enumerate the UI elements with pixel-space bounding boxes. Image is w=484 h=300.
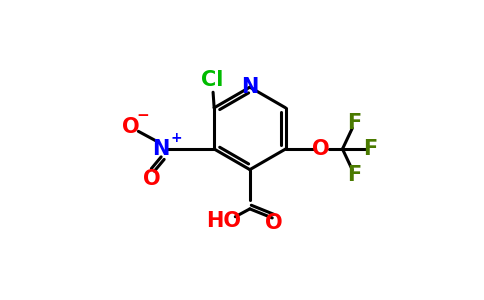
Text: N: N [152,139,170,159]
Text: Cl: Cl [201,70,224,89]
Text: O: O [265,213,283,232]
Text: O: O [142,169,160,189]
Text: N: N [241,77,258,97]
Text: F: F [347,164,362,184]
Text: O: O [312,139,330,159]
Text: +: + [170,131,182,145]
Text: O: O [121,117,139,137]
Text: HO: HO [206,212,241,232]
Text: −: − [136,108,149,123]
Text: F: F [363,139,377,159]
Text: F: F [347,113,362,134]
